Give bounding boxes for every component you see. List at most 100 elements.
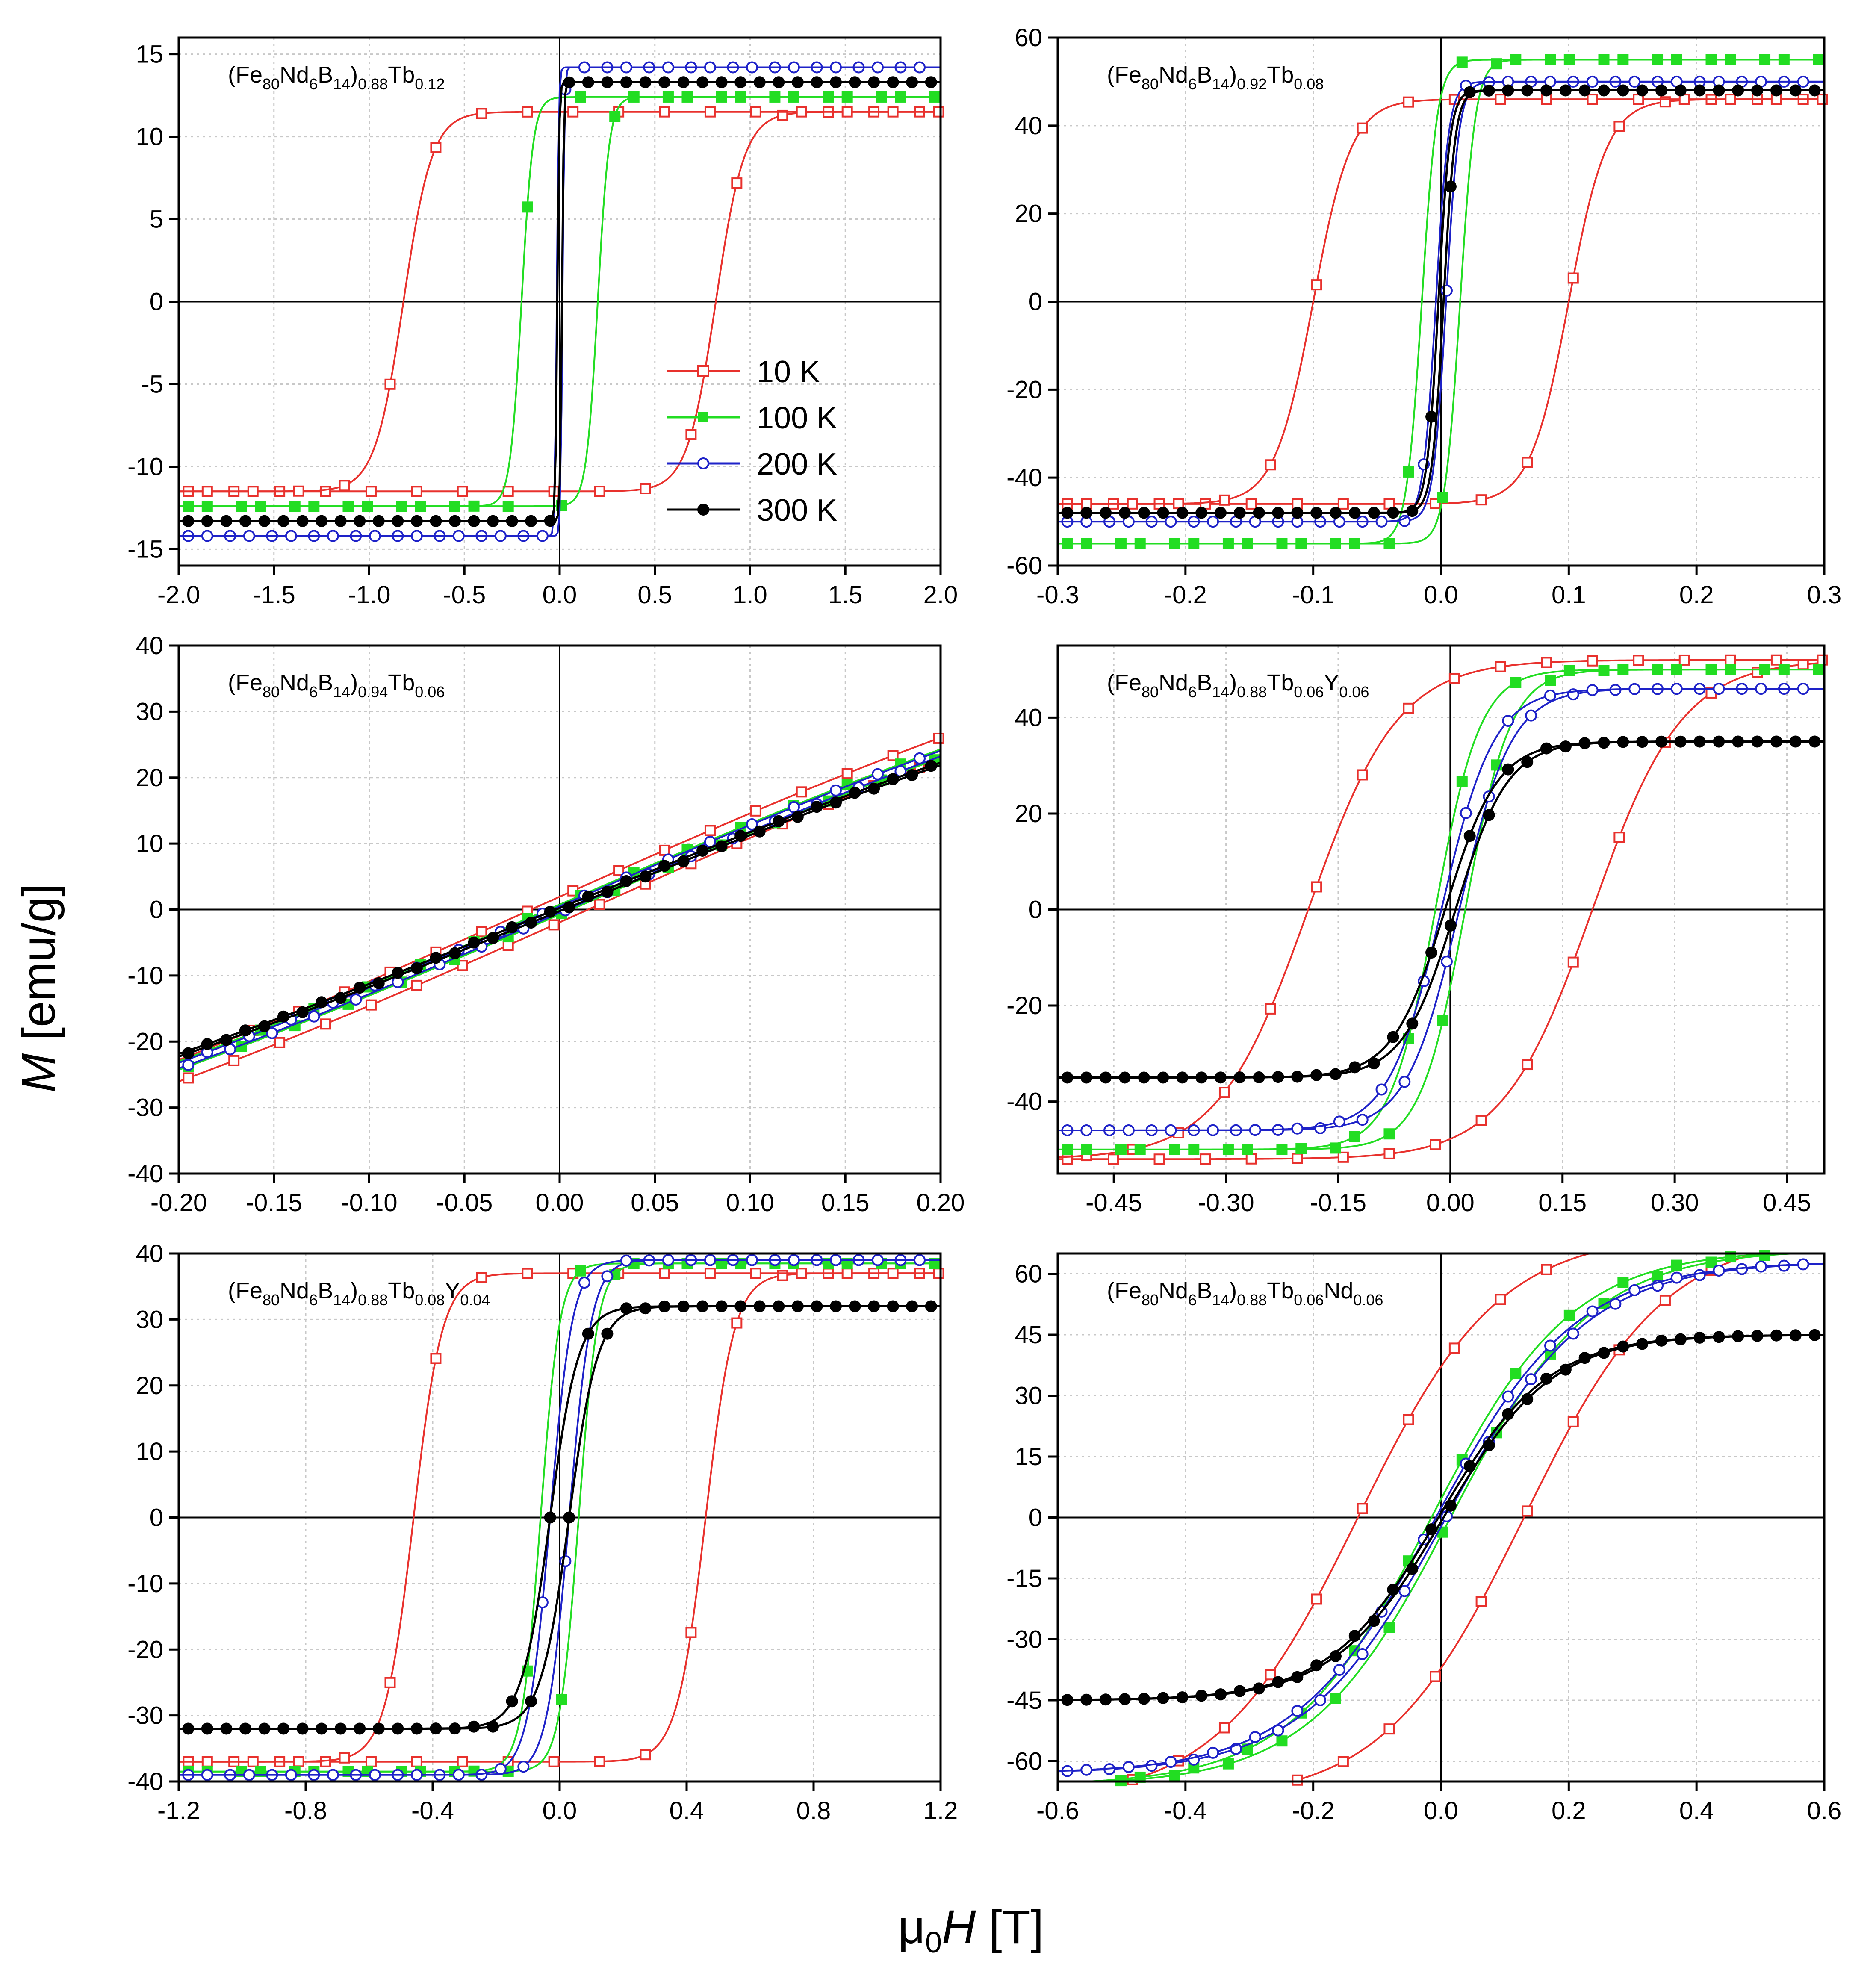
data-point <box>411 979 422 991</box>
data-point <box>1165 516 1177 528</box>
series-300k <box>1058 84 1824 519</box>
data-point <box>327 1769 339 1781</box>
ticks: -0.6 -0.4 -0.2 0.0 0.2 0.4 0.6 -60 -45 -30 -15 0 15 3… <box>1006 1260 1841 1825</box>
data-point <box>1617 736 1629 748</box>
y-tick-label: -10 <box>127 453 163 481</box>
x-tick-label: 2.0 <box>923 581 958 609</box>
y-tick-label: 40 <box>136 632 163 660</box>
data-point <box>1272 507 1284 519</box>
data-point <box>1291 1122 1304 1135</box>
data-point <box>293 485 304 497</box>
data-point <box>392 515 404 527</box>
data-point <box>1770 1329 1782 1342</box>
data-point <box>1770 654 1782 666</box>
data-point <box>1671 1259 1682 1271</box>
panel-6: -0.6 -0.4 -0.2 0.0 0.2 0.4 0.6 -60 -45 -30 -15 0 15 3… <box>1006 1250 1841 1825</box>
data-point <box>1671 54 1682 65</box>
data-point <box>1544 689 1557 702</box>
legend-marker <box>697 504 709 516</box>
data-point <box>1080 1764 1093 1776</box>
data-point <box>1541 1264 1552 1275</box>
data-point <box>522 1268 533 1279</box>
data-point <box>1430 1671 1441 1682</box>
data-point <box>1678 654 1690 666</box>
panels-group: -2.0 -1.5 -1.0 -0.5 0.0 0.5 1.0 1.5 2.0 -15 -10 -5 0… <box>127 24 1841 1825</box>
data-point <box>887 76 899 88</box>
data-point <box>1207 516 1219 528</box>
data-point <box>1295 538 1307 549</box>
data-point <box>1357 769 1368 781</box>
data-point <box>506 921 518 933</box>
data-point <box>201 530 213 542</box>
data-point <box>871 768 884 780</box>
data-point <box>1578 84 1591 97</box>
data-point <box>933 732 944 744</box>
data-point <box>1522 457 1533 468</box>
panel-4: -0.45 -0.30 -0.15 0.00 0.15 0.30 0.45 -40 -20 0 20… <box>1006 644 1828 1217</box>
data-point <box>365 1756 377 1767</box>
data-point <box>243 530 255 542</box>
y-tick-label: -40 <box>127 1768 163 1796</box>
data-point <box>1693 735 1706 748</box>
panel-1: -2.0 -1.5 -1.0 -0.5 0.0 0.5 1.0 1.5 2.0 -15 -10 -5 0… <box>127 36 958 609</box>
panel-label: (Fe80Nd6B14)0.88Tb0.08Y0.04 <box>228 1278 490 1309</box>
data-point <box>1387 1031 1399 1043</box>
x-tick-label: -1.5 <box>253 581 295 609</box>
data-point <box>1463 830 1476 842</box>
x-tick-label: -0.05 <box>436 1189 493 1217</box>
data-point <box>1440 956 1453 968</box>
data-point <box>913 61 926 74</box>
data-point <box>696 1300 709 1312</box>
data-point <box>601 1327 614 1340</box>
data-point <box>1398 1585 1411 1597</box>
data-point <box>1356 1648 1369 1660</box>
x-tick-label: -0.30 <box>1198 1189 1254 1217</box>
data-point <box>640 483 651 494</box>
data-point <box>1755 683 1767 695</box>
y-tick-label: 20 <box>136 764 163 792</box>
legend-item: 100 K <box>667 401 837 435</box>
x-tick-label: -0.5 <box>443 581 486 609</box>
curve-desc <box>1057 659 1824 1158</box>
y-tick-label: 10 <box>136 1438 163 1466</box>
data-point <box>1107 1153 1119 1165</box>
data-point <box>1383 1128 1395 1140</box>
data-point <box>1463 1460 1476 1472</box>
data-point <box>746 61 758 74</box>
data-point <box>1693 84 1706 97</box>
data-point <box>410 530 423 542</box>
data-point <box>1165 1756 1177 1768</box>
data-point <box>1540 84 1553 97</box>
data-point <box>392 1722 404 1735</box>
data-point <box>594 899 605 910</box>
y-tick-label: 0 <box>1029 1504 1042 1532</box>
x-tick-label: -2.0 <box>157 581 200 609</box>
data-point <box>1633 655 1644 666</box>
data-point <box>1348 507 1361 519</box>
data-point <box>1134 1144 1146 1155</box>
data-point <box>1314 1694 1327 1706</box>
data-point <box>933 106 944 118</box>
legend-marker <box>697 457 709 469</box>
data-point <box>1510 677 1522 688</box>
data-point <box>887 1268 899 1279</box>
data-point <box>285 530 297 542</box>
data-point <box>525 1695 537 1708</box>
data-point <box>476 926 487 938</box>
data-point <box>1448 672 1460 684</box>
data-point <box>201 486 213 497</box>
data-point <box>468 515 480 527</box>
data-point <box>1348 1630 1361 1642</box>
data-point <box>746 1254 758 1266</box>
data-point <box>871 61 884 74</box>
data-point <box>1732 84 1744 97</box>
y-tick-label: 30 <box>136 698 163 726</box>
data-point <box>183 1072 194 1084</box>
data-point <box>704 825 716 836</box>
data-point <box>601 1270 614 1283</box>
data-point <box>841 91 853 103</box>
legend: 10 K 100 K 200 K 300 K <box>667 355 837 528</box>
data-point <box>1444 919 1457 932</box>
data-point <box>201 515 213 527</box>
data-point <box>1333 1115 1345 1128</box>
